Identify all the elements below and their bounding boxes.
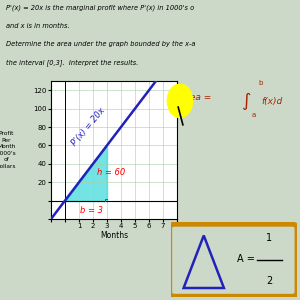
Text: f(x)d: f(x)d	[262, 97, 283, 106]
Circle shape	[167, 84, 193, 118]
Text: h = 60: h = 60	[97, 168, 125, 177]
Text: 1: 1	[266, 233, 272, 243]
Text: a: a	[252, 112, 256, 118]
FancyBboxPatch shape	[170, 224, 297, 296]
Text: P'(x) = 20x: P'(x) = 20x	[70, 106, 107, 148]
Text: and x is in months.: and x is in months.	[6, 23, 70, 29]
Text: b: b	[258, 80, 262, 86]
Text: Profit
Per
Month
1000's
of
Dollars: Profit Per Month 1000's of Dollars	[0, 131, 16, 169]
Polygon shape	[65, 146, 107, 201]
Text: P'(x) = 20x is the marginal profit where P'(x) in 1000's o: P'(x) = 20x is the marginal profit where…	[6, 4, 194, 11]
X-axis label: Months: Months	[100, 231, 128, 240]
Text: b = 3: b = 3	[80, 206, 104, 214]
Text: ∫: ∫	[241, 92, 251, 110]
Text: Determine the area under the graph bounded by the x-a: Determine the area under the graph bound…	[6, 40, 195, 46]
Text: the interval [0,3].  Interpret the results.: the interval [0,3]. Interpret the result…	[6, 59, 138, 66]
Text: Area =: Area =	[180, 93, 211, 102]
Text: A =: A =	[236, 254, 254, 265]
Text: 2: 2	[266, 276, 272, 286]
